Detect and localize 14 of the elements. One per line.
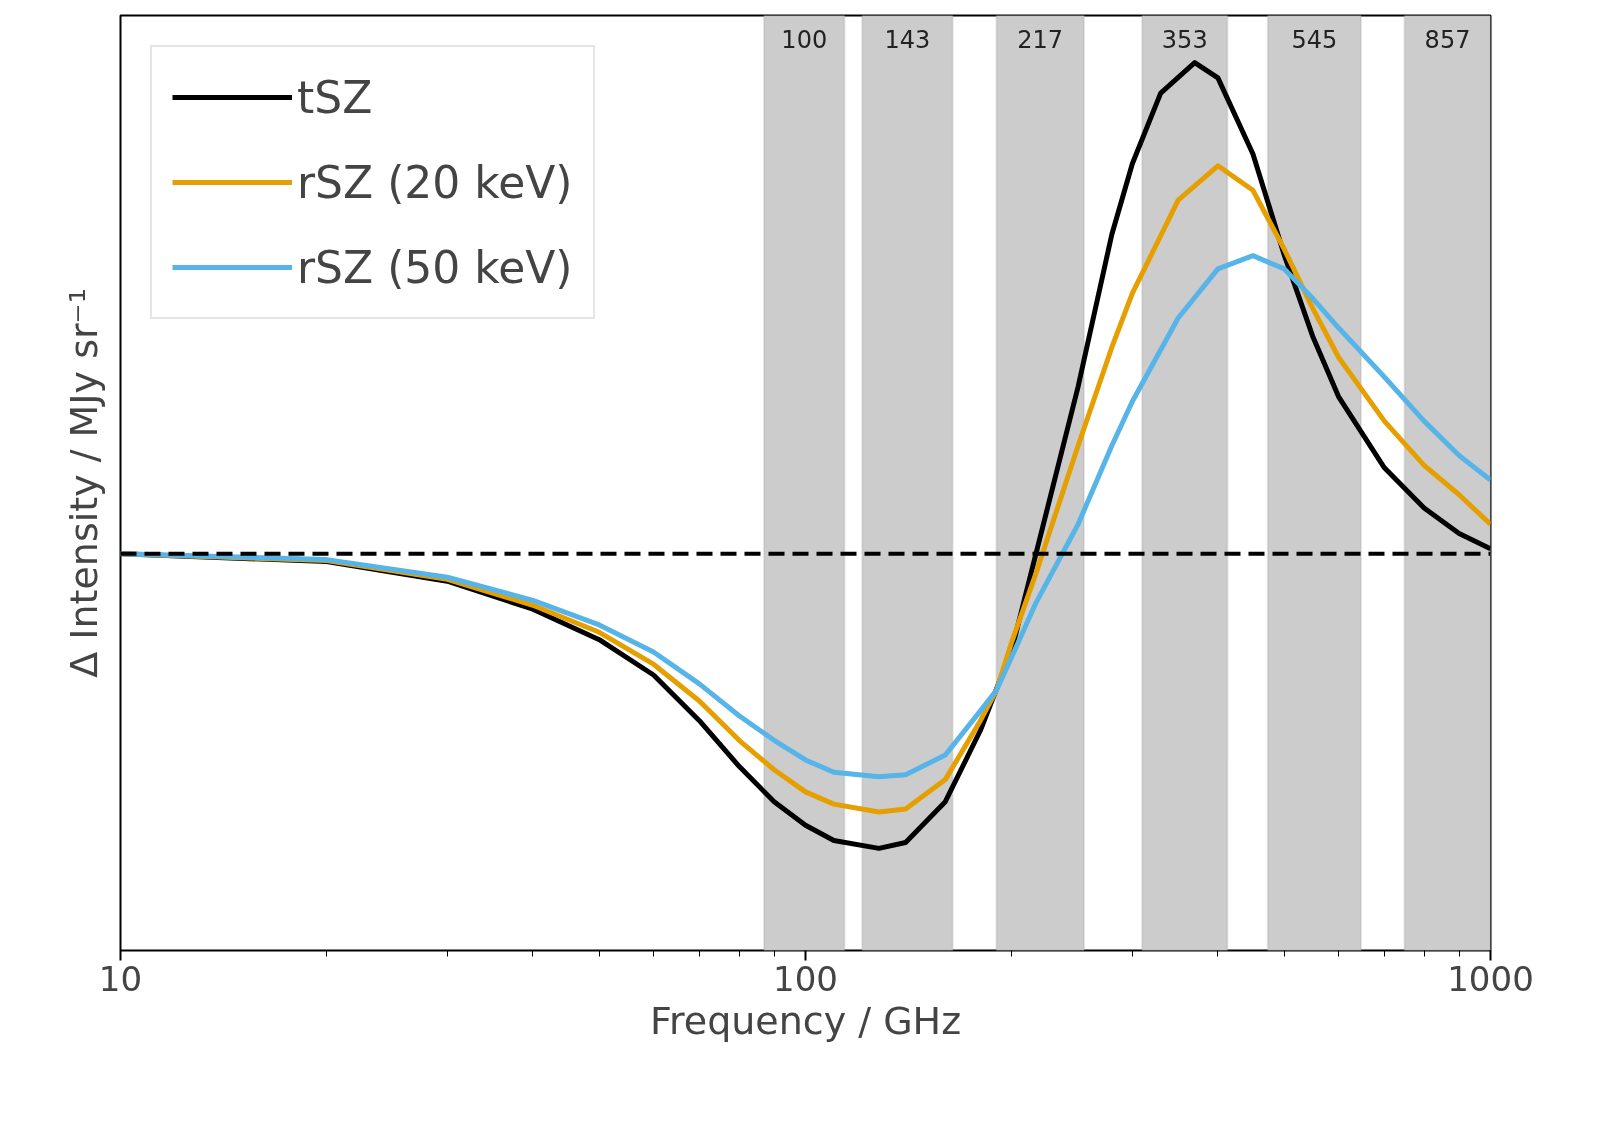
band-label: 545 [1291, 25, 1338, 54]
legend-label: tSZ [297, 70, 373, 125]
x-tick-label: 100 [773, 958, 838, 999]
legend-label: rSZ (20 keV) [297, 155, 573, 210]
x-tick-label: 10 [98, 958, 143, 999]
band-label: 857 [1424, 25, 1471, 54]
band-label: 353 [1161, 25, 1208, 54]
band-label: 100 [781, 25, 828, 54]
y-axis-title: Δ Intensity / MJy sr⁻¹ [61, 288, 106, 678]
x-axis-title: Frequency / GHz [649, 998, 962, 1043]
band-label: 217 [1017, 25, 1064, 54]
x-tick-label: 1000 [1447, 958, 1534, 999]
band-label: 143 [884, 25, 931, 54]
legend-label: rSZ (50 keV) [297, 240, 573, 295]
